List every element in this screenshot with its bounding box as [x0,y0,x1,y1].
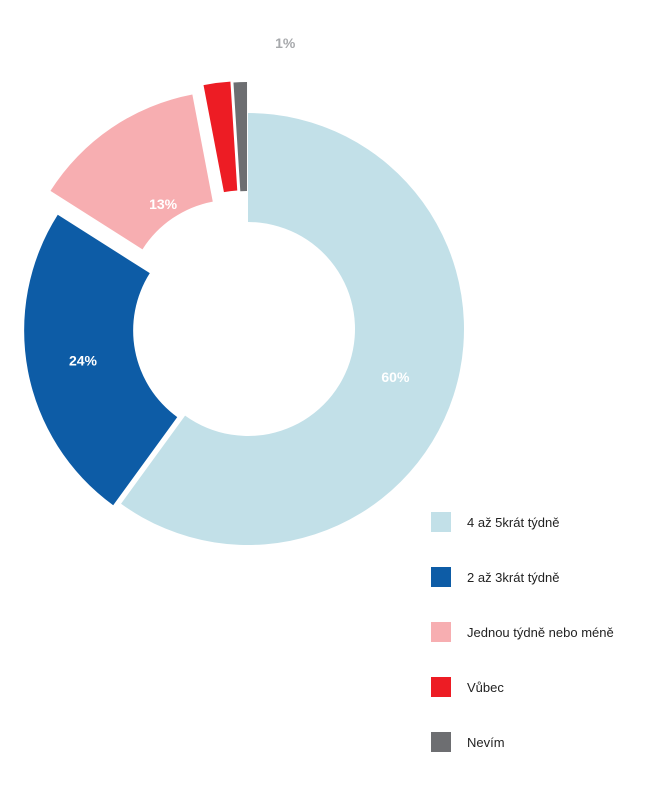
legend-item-vubec: Vůbec [431,677,663,697]
legend-item-2-az-3krat-tydne: 2 až 3krát týdně [431,567,663,587]
legend-label: 2 až 3krát týdně [467,569,560,585]
slice-4-az-5krat-tydne [121,113,464,545]
legend-item-4-az-5krat-tydne: 4 až 5krát týdně [431,512,663,532]
legend-swatch [431,567,451,587]
legend-swatch [431,677,451,697]
slice-vubec [203,81,238,193]
legend-label: 4 až 5krát týdně [467,514,560,530]
legend-item-jednou-tydne-nebo-mene: Jednou týdně nebo méně [431,622,663,642]
legend-label: Nevím [467,734,505,750]
data-label-nevim: 1% [275,35,296,51]
slice-jednou-tydne-nebo-mene [50,94,213,250]
donut-chart: 60% 24% 13% 2% 1% [24,35,464,545]
legend-swatch [431,622,451,642]
legend-swatch [431,732,451,752]
data-label-jednou-tydne-nebo-mene: 13% [149,196,178,212]
data-label-4-az-5krat-tydne: 60% [381,369,410,385]
legend-label: Vůbec [467,679,504,695]
data-label-2-az-3krat-tydne: 24% [69,352,98,368]
slices-layer [24,81,464,545]
labels-layer: 60% 24% 13% 2% 1% [69,35,410,385]
legend: 4 až 5krát týdně 2 až 3krát týdně Jednou… [431,512,663,787]
legend-swatch [431,512,451,532]
slice-2-az-3krat-tydne [24,214,178,506]
legend-item-nevim: Nevím [431,732,663,752]
slice-nevim [233,82,248,192]
data-label-vubec: 2% [169,58,190,74]
legend-label: Jednou týdně nebo méně [467,624,614,640]
